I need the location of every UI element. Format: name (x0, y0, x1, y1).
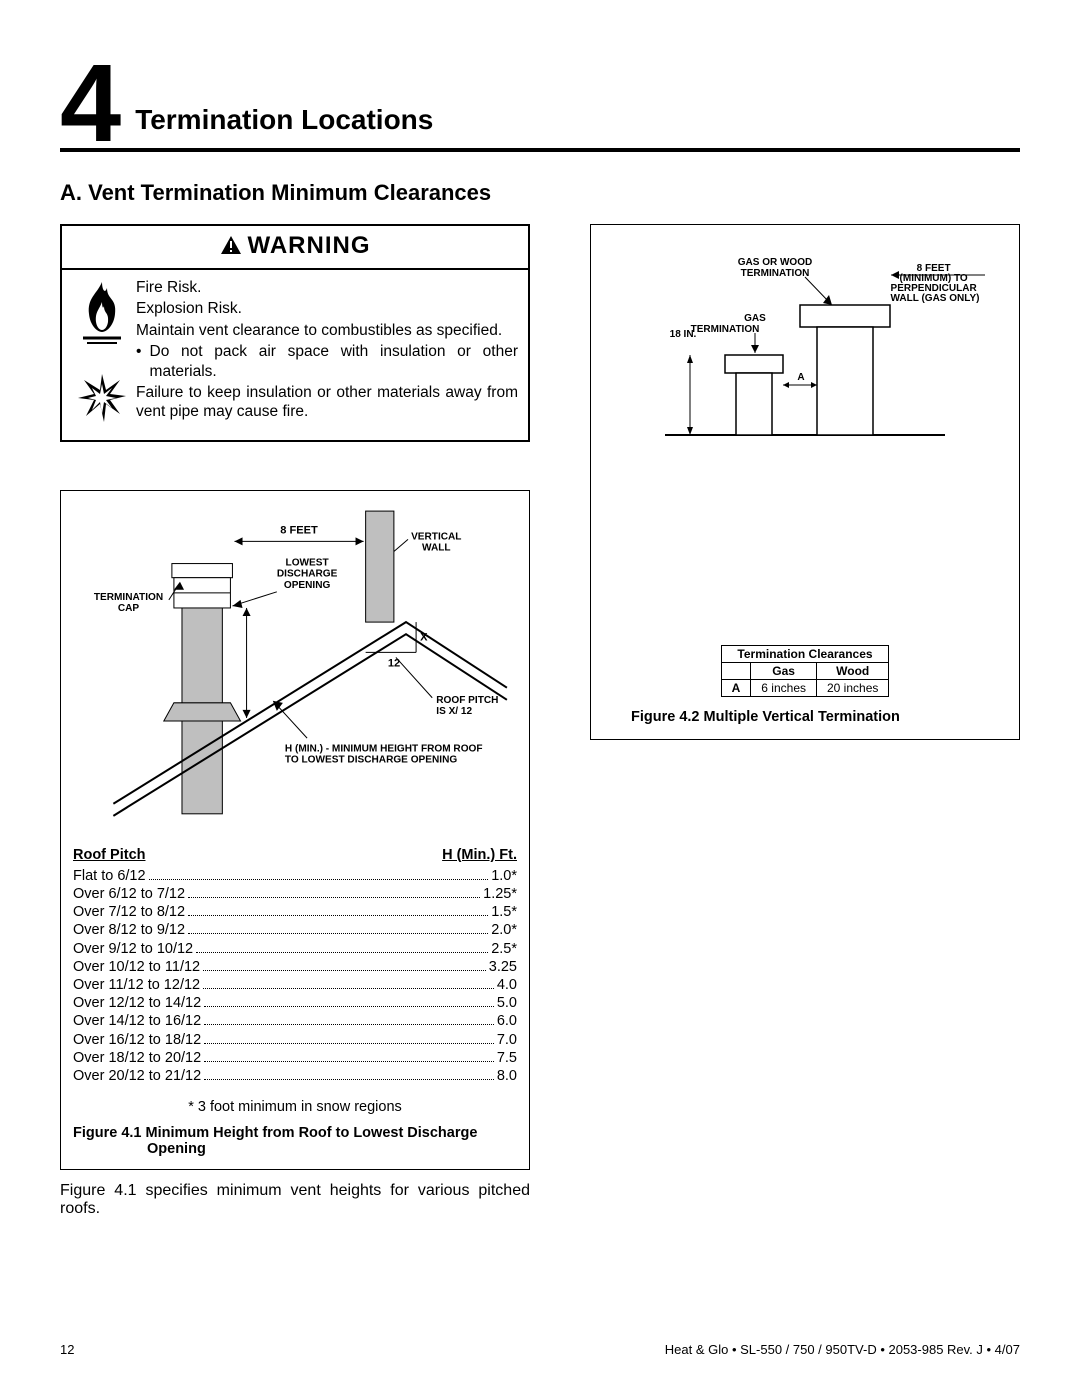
warning-title: WARNING (62, 226, 528, 270)
pitch-row: Over 9/12 to 10/122.5* (73, 940, 517, 958)
chapter-number: 4 (60, 60, 117, 148)
fire-icon (77, 280, 127, 344)
pitch-row: Over 18/12 to 20/127.5 (73, 1049, 517, 1067)
clearance-table: Termination Clearances GasWood A6 inches… (721, 645, 890, 697)
figure-4-2: A 18 IN. GASTERMINATION GAS OR WOODTERMI… (590, 224, 1020, 740)
svg-text:H (MIN.) - MINIMUM HEIGHT FROM: H (MIN.) - MINIMUM HEIGHT FROM ROOF TO L… (285, 743, 485, 765)
svg-text:A: A (797, 372, 804, 383)
svg-text:12: 12 (388, 657, 400, 669)
page-footer: 12 Heat & Glo • SL-550 / 750 / 950TV-D •… (60, 1342, 1020, 1357)
pitch-row: Over 8/12 to 9/122.0* (73, 921, 517, 939)
svg-text:X: X (420, 631, 428, 643)
warning-text: Fire Risk. Explosion Risk. Maintain vent… (136, 278, 518, 428)
figure-4-1-description: Figure 4.1 specifies minimum vent height… (60, 1182, 530, 1218)
svg-text:TERMINATIONCAP: TERMINATIONCAP (94, 592, 163, 614)
pitch-row: Over 20/12 to 21/128.0 (73, 1067, 517, 1085)
pitch-row: Over 11/12 to 12/124.0 (73, 976, 517, 994)
svg-text:LOWESTDISCHARGEOPENING: LOWESTDISCHARGEOPENING (277, 558, 338, 591)
pitch-row: Over 12/12 to 14/125.0 (73, 994, 517, 1012)
page-number: 12 (60, 1342, 74, 1357)
warning-triangle-icon (220, 235, 242, 255)
figure-4-1-caption: Figure 4.1 Minimum Height from Roof to L… (73, 1125, 517, 1157)
figure-4-1: 8 FEET VERTICALWALL LOWESTDISCHARGEOPENI… (60, 490, 530, 1170)
section-heading: A. Vent Termination Minimum Clearances (60, 180, 1020, 206)
chapter-title: Termination Locations (135, 104, 433, 148)
svg-text:GAS OR WOODTERMINATION: GAS OR WOODTERMINATION (738, 257, 812, 279)
pitch-row: Flat to 6/121.0* (73, 867, 517, 885)
chapter-header: 4 Termination Locations (60, 60, 1020, 152)
snow-note: * 3 foot minimum in snow regions (73, 1099, 517, 1115)
footer-text: Heat & Glo • SL-550 / 750 / 950TV-D • 20… (665, 1342, 1020, 1357)
svg-text:ROOF PITCHIS X/ 12: ROOF PITCHIS X/ 12 (436, 695, 498, 717)
pitch-row: Over 10/12 to 11/123.25 (73, 958, 517, 976)
explosion-icon (76, 372, 128, 428)
pitch-row: Over 14/12 to 16/126.0 (73, 1012, 517, 1030)
pitch-row: Over 16/12 to 18/127.0 (73, 1030, 517, 1048)
roof-pitch-diagram: 8 FEET VERTICALWALL LOWESTDISCHARGEOPENI… (73, 501, 517, 824)
svg-text:VERTICALWALL: VERTICALWALL (411, 531, 461, 553)
svg-text:8 FEET (MINIMUM) TO: 8 FEET (MINIMUM) TO PERPENDICULAR WALL (… (891, 263, 980, 304)
warning-box: WARNING Fire Risk. (60, 224, 530, 442)
figure-4-2-caption: Figure 4.2 Multiple Vertical Termination (631, 709, 1009, 725)
multiple-termination-diagram: A 18 IN. GASTERMINATION GAS OR WOODTERMI… (605, 235, 1005, 635)
svg-text:GASTERMINATION: GASTERMINATION (691, 313, 767, 335)
pitch-row: Over 6/12 to 7/121.25* (73, 885, 517, 903)
pitch-row: Over 7/12 to 8/121.5* (73, 903, 517, 921)
roof-pitch-table: Roof Pitch H (Min.) Ft. Flat to 6/121.0*… (73, 847, 517, 1115)
svg-text:8 FEET: 8 FEET (280, 524, 318, 536)
